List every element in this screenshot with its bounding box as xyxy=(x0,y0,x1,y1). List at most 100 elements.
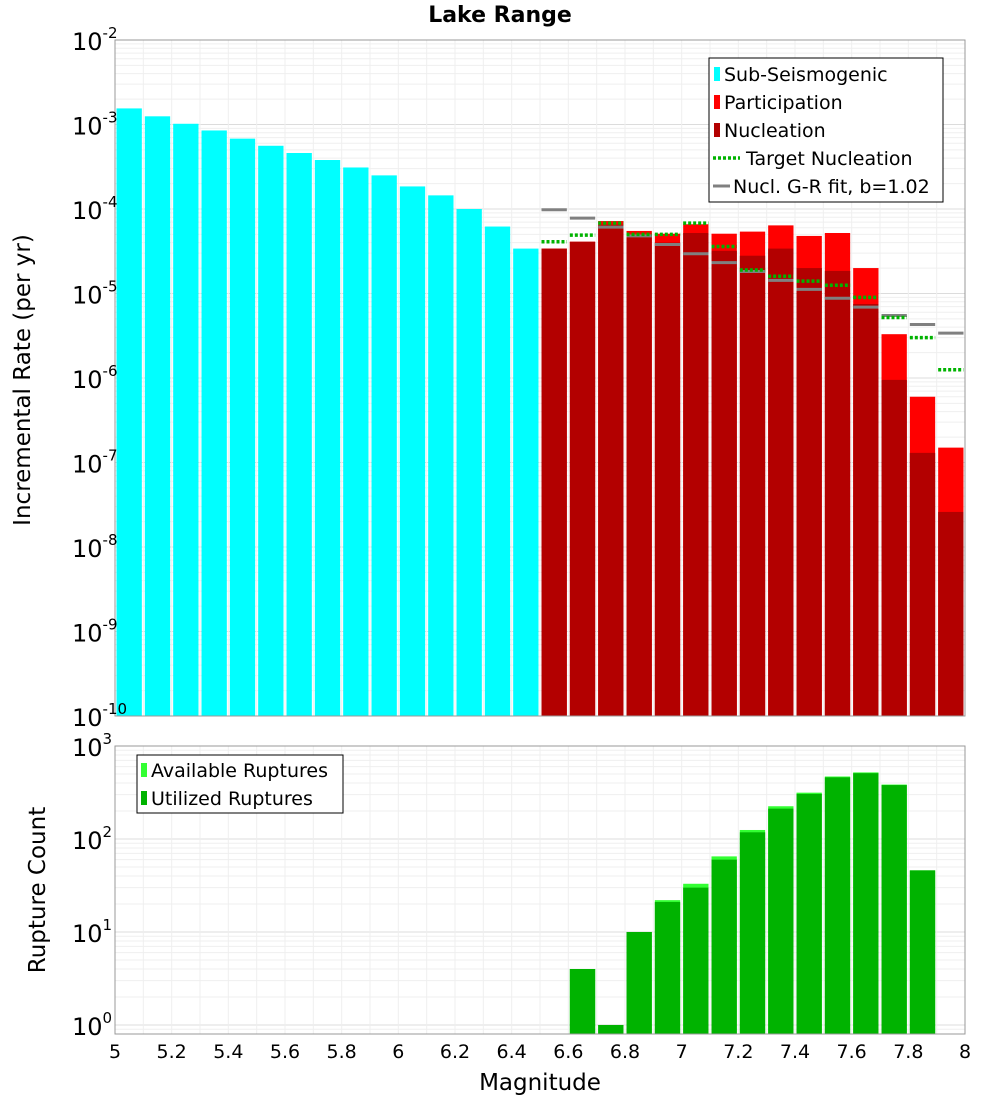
utilized-ruptures-bar xyxy=(881,785,907,1034)
utilized-ruptures-bar xyxy=(796,793,822,1034)
utilized-ruptures-bar xyxy=(853,773,879,1034)
nucleation-bar xyxy=(796,268,822,716)
x-tick-label: 5 xyxy=(109,1041,121,1063)
rate-y-tick-label: 10-8 xyxy=(72,531,118,563)
nucleation-bar xyxy=(626,234,652,717)
sub-seismogenic-bar xyxy=(484,226,511,716)
nucleation-bar xyxy=(881,379,907,716)
nucleation-bar xyxy=(853,304,879,716)
gr-legend-label: Nucl. G-R fit, b=1.02 xyxy=(733,176,930,198)
count-y-tick-label: 102 xyxy=(72,823,112,855)
x-tick-label: 8 xyxy=(959,1041,971,1063)
rate-bars xyxy=(116,108,964,717)
nucleation-bar xyxy=(711,250,737,716)
rate-y-tick-label: 10-6 xyxy=(72,362,118,394)
sub-seismogenic-bar xyxy=(399,186,426,716)
sub-legend-label: Sub-Seismogenic xyxy=(724,64,888,86)
rate-y-tick-label: 10-7 xyxy=(72,447,118,479)
rate-y-tick-label: 10-4 xyxy=(72,193,118,225)
sub-seismogenic-bar xyxy=(371,175,397,716)
nucleation-bar xyxy=(569,241,596,716)
nucleation-bar xyxy=(909,452,936,716)
sub-legend-swatch xyxy=(714,67,720,81)
count-y-tick-label: 101 xyxy=(72,916,112,948)
count-legend-box xyxy=(136,754,344,814)
count-legend-swatch xyxy=(141,763,147,777)
sub-seismogenic-bar xyxy=(456,209,482,716)
count-legend-swatch xyxy=(141,791,147,805)
utilized-ruptures-bar xyxy=(569,968,596,1034)
x-tick-label: 7.8 xyxy=(893,1041,923,1063)
sub-seismogenic-bar xyxy=(229,138,256,716)
x-tick-label: 5.4 xyxy=(213,1041,243,1063)
utilized-ruptures-bar xyxy=(626,931,652,1034)
x-tick-label: 5.2 xyxy=(157,1041,187,1063)
rate-panel: 10-10 10-9 10-8 10-7 10-6 10-5 10-4 10-3 10-2 In… xyxy=(10,24,966,732)
nucleation-bar xyxy=(739,255,766,716)
utilized-ruptures-bar xyxy=(711,859,737,1034)
sub-seismogenic-bar xyxy=(286,152,312,717)
count-y-ticks: 100 101 102 103 xyxy=(72,730,112,1041)
utilized-ruptures-bar xyxy=(598,1024,624,1034)
count-y-tick-label: 100 xyxy=(72,1009,112,1041)
x-axis-label: Magnitude xyxy=(479,1070,601,1096)
sub-seismogenic-bar xyxy=(513,248,539,716)
x-tick-label: 5.6 xyxy=(270,1041,300,1063)
rate-y-tick-label: 10-10 xyxy=(72,700,127,732)
x-tick-label: 6.6 xyxy=(553,1041,583,1063)
rate-y-tick-label: 10-2 xyxy=(72,24,118,56)
nucleation-bar xyxy=(683,232,709,716)
x-tick-label: 5.8 xyxy=(327,1041,357,1063)
count-y-tick-label: 103 xyxy=(72,730,112,762)
rate-y-tick-label: 10-9 xyxy=(72,616,118,648)
sub-seismogenic-bar xyxy=(201,130,227,716)
x-tick-label: 7.2 xyxy=(723,1041,753,1063)
x-tick-label: 7.6 xyxy=(837,1041,867,1063)
utilized-ruptures-bar xyxy=(768,808,794,1034)
sub-seismogenic-bar xyxy=(144,116,171,717)
nucleation-bar xyxy=(824,270,851,716)
x-tick-label: 6.8 xyxy=(610,1041,640,1063)
rate-y-ticks: 10-10 10-9 10-8 10-7 10-6 10-5 10-4 10-3 10-2 xyxy=(72,24,127,732)
count-bars xyxy=(569,772,936,1034)
count-legend-label: Available Ruptures xyxy=(151,760,328,782)
rate-y-tick-label: 10-3 xyxy=(72,109,118,141)
chart-title: Lake Range xyxy=(428,3,572,28)
rate-legend-box xyxy=(708,57,944,203)
x-tick-label: 7.4 xyxy=(780,1041,810,1063)
utilized-ruptures-bar xyxy=(909,870,936,1034)
target-legend-label: Target Nucleation xyxy=(745,148,913,170)
count-x-ticks: 5 5.2 5.4 5.6 5.8 6 6.2 6.4 6.6 6.8 7 7.2 7.4 7.6 7.8 8 xyxy=(109,1041,971,1063)
x-tick-label: 6.2 xyxy=(440,1041,470,1063)
count-legend-label: Utilized Ruptures xyxy=(151,788,313,810)
sub-seismogenic-bar xyxy=(173,123,199,716)
sub-seismogenic-bar xyxy=(314,160,341,716)
count-y-axis-label: Rupture Count xyxy=(25,807,51,973)
rate-gridlines xyxy=(114,40,966,717)
nuc-legend-label: Nucleation xyxy=(724,120,826,142)
utilized-ruptures-bar xyxy=(654,902,681,1034)
x-tick-label: 6.4 xyxy=(497,1041,527,1063)
rate-y-axis-label: Incremental Rate (per yr) xyxy=(10,234,36,526)
utilized-ruptures-bar xyxy=(824,777,851,1034)
count-plot-frame xyxy=(114,745,966,1035)
count-legend: Available Ruptures Utilized Ruptures xyxy=(136,754,344,814)
rate-y-tick-label: 10-5 xyxy=(72,278,118,310)
nucleation-bar xyxy=(768,248,794,716)
nucleation-bar xyxy=(654,242,681,717)
sub-seismogenic-bar xyxy=(116,108,142,716)
utilized-ruptures-bar xyxy=(683,887,709,1034)
x-tick-label: 6 xyxy=(392,1041,404,1063)
rate-legend: Sub-Seismogenic Participation Nucleation Ta… xyxy=(708,57,944,203)
utilized-ruptures-bar xyxy=(739,832,766,1034)
nuc-legend-swatch xyxy=(714,123,720,137)
rate-plot-frame xyxy=(114,39,966,717)
nucleation-bar xyxy=(598,224,624,716)
sub-seismogenic-bar xyxy=(343,167,369,717)
nucleation-bar xyxy=(541,248,567,716)
part-legend-swatch xyxy=(714,95,720,109)
sub-seismogenic-bar xyxy=(428,195,454,717)
sub-seismogenic-bar xyxy=(258,145,284,717)
x-tick-label: 7 xyxy=(676,1041,688,1063)
